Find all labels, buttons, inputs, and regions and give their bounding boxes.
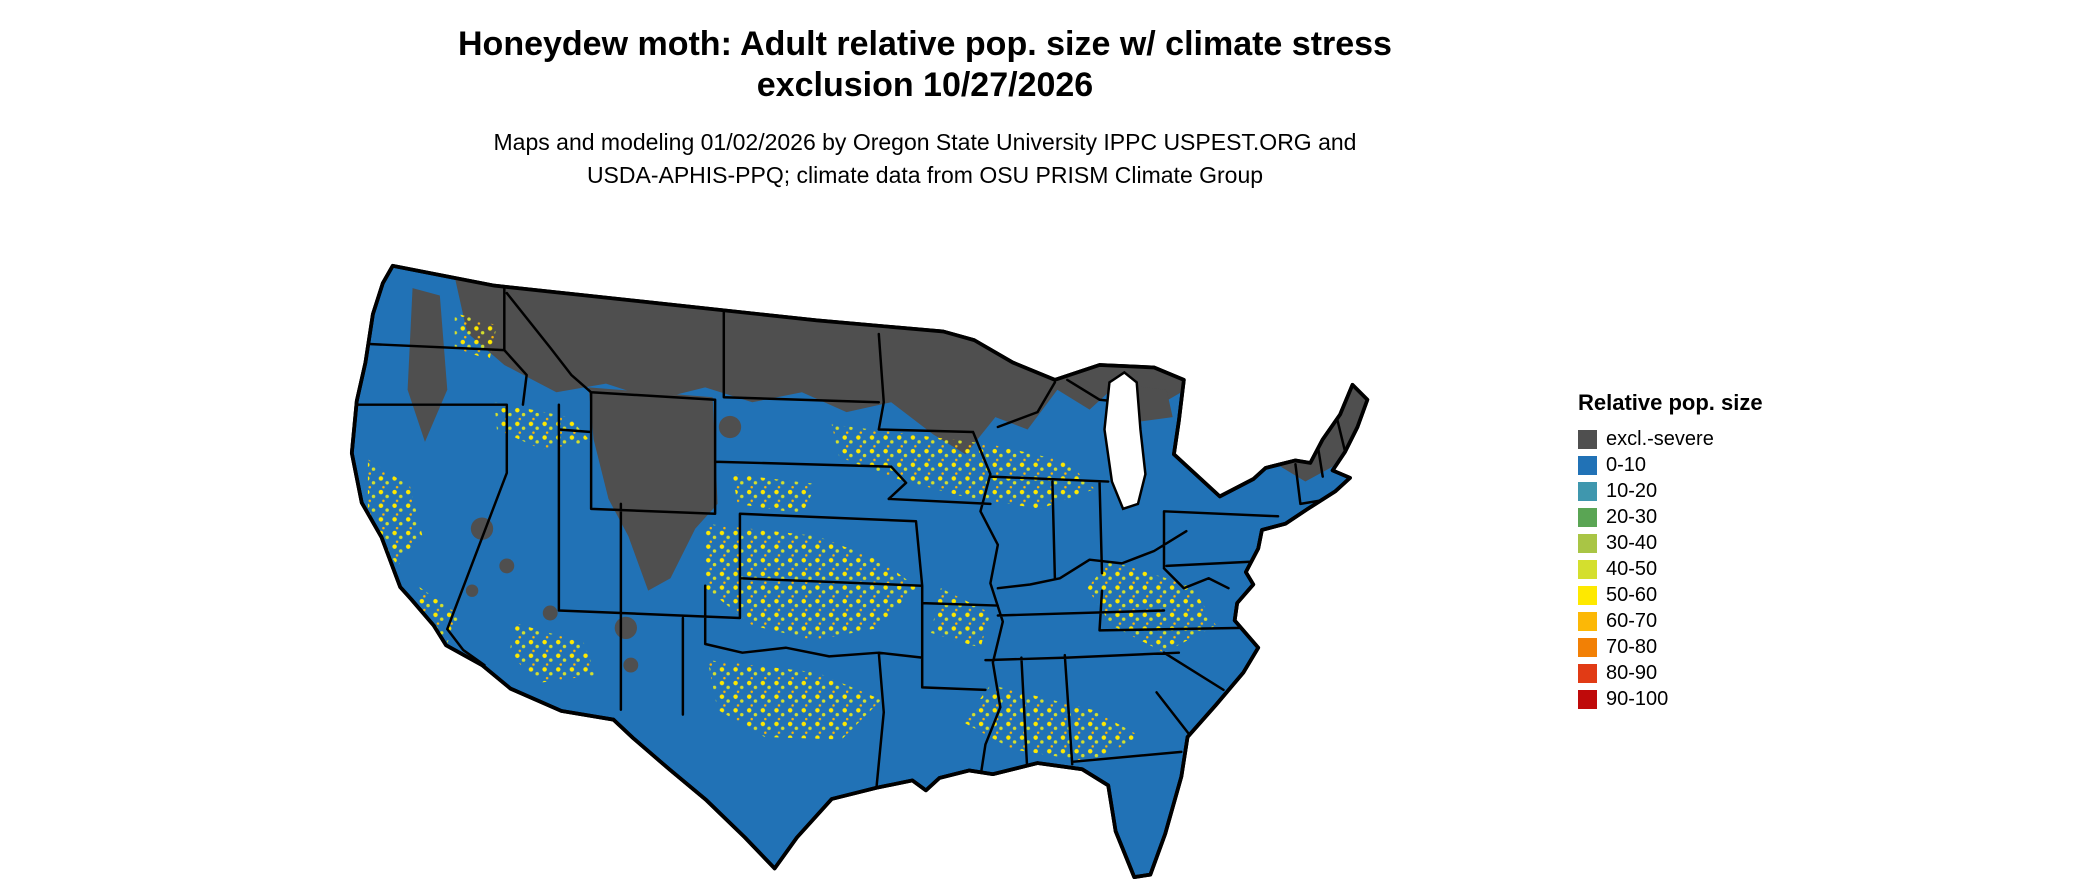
legend-item: 20-30 bbox=[1578, 504, 1838, 530]
legend-item: 50-60 bbox=[1578, 582, 1838, 608]
legend-label: 20-30 bbox=[1606, 506, 1658, 528]
legend-item: 0-10 bbox=[1578, 452, 1838, 478]
legend-item: 10-20 bbox=[1578, 478, 1838, 504]
legend-item: 60-70 bbox=[1578, 608, 1838, 634]
legend-label: 0-10 bbox=[1606, 454, 1647, 476]
legend-label: 70-80 bbox=[1606, 636, 1658, 658]
map-subtitle-line1: Maps and modeling 01/02/2026 by Oregon S… bbox=[493, 129, 1357, 155]
map-title: Honeydew moth: Adult relative pop. size … bbox=[0, 24, 1850, 106]
us-map bbox=[349, 263, 1370, 879]
legend-swatch-70-80 bbox=[1578, 637, 1597, 657]
legend-label: 90-100 bbox=[1606, 688, 1669, 710]
legend-label: 80-90 bbox=[1606, 662, 1658, 684]
speckled-population-region bbox=[367, 312, 1217, 762]
map-subtitle: Maps and modeling 01/02/2026 by Oregon S… bbox=[0, 126, 1850, 192]
legend-label: 10-20 bbox=[1606, 480, 1658, 502]
legend-item: 40-50 bbox=[1578, 556, 1838, 582]
legend-item: excl.-severe bbox=[1578, 426, 1838, 452]
legend-swatch-90-100 bbox=[1578, 689, 1597, 709]
legend-swatch-20-30 bbox=[1578, 507, 1597, 527]
map-title-line2: exclusion 10/27/2026 bbox=[756, 66, 1094, 104]
legend-swatch-excl-severe bbox=[1578, 429, 1597, 449]
legend-swatch-30-40 bbox=[1578, 533, 1597, 553]
legend-swatch-60-70 bbox=[1578, 611, 1597, 631]
national-outline bbox=[349, 263, 1370, 879]
legend-label: excl.-severe bbox=[1606, 428, 1714, 450]
map-legend: Relative pop. size excl.-severe 0-10 10-… bbox=[1578, 390, 1838, 712]
legend-item: 90-100 bbox=[1578, 686, 1838, 712]
legend-item: 80-90 bbox=[1578, 660, 1838, 686]
map-subtitle-line2: USDA-APHIS-PPQ; climate data from OSU PR… bbox=[586, 162, 1264, 188]
legend-swatch-80-90 bbox=[1578, 663, 1597, 683]
us-map-figure bbox=[296, 216, 1536, 886]
legend-swatch-40-50 bbox=[1578, 559, 1597, 579]
lake-michigan bbox=[1103, 370, 1147, 511]
map-title-line1: Honeydew moth: Adult relative pop. size … bbox=[458, 25, 1392, 63]
legend-label: 60-70 bbox=[1606, 610, 1658, 632]
state-borders bbox=[354, 286, 1349, 791]
legend-swatch-10-20 bbox=[1578, 481, 1597, 501]
legend-swatch-50-60 bbox=[1578, 585, 1597, 605]
legend-label: 30-40 bbox=[1606, 532, 1658, 554]
legend-label: 40-50 bbox=[1606, 558, 1658, 580]
legend-swatch-0-10 bbox=[1578, 455, 1597, 475]
legend-item: 70-80 bbox=[1578, 634, 1838, 660]
legend-item: 30-40 bbox=[1578, 530, 1838, 556]
legend-label: 50-60 bbox=[1606, 584, 1658, 606]
legend-title: Relative pop. size bbox=[1578, 390, 1763, 415]
